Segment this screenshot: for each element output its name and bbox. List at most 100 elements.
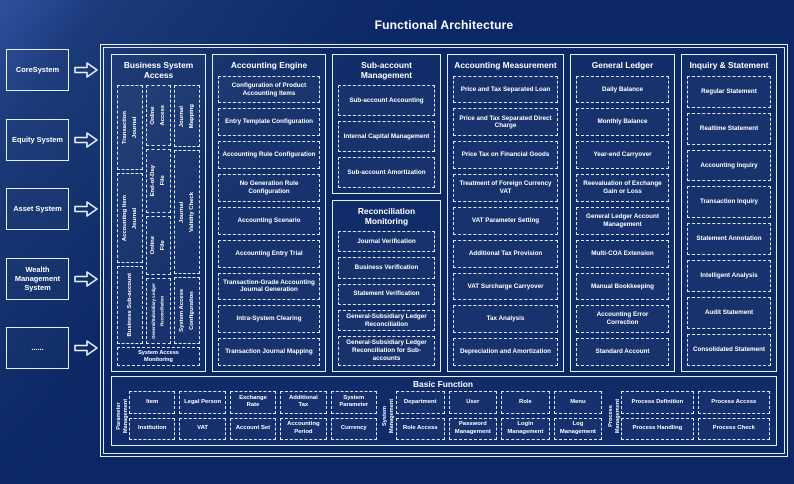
panel-title: Sub-account Management (360, 60, 413, 80)
feature-box: Price and Tax Separated Loan (453, 75, 558, 104)
feature-box: Configuration of Product Accounting Item… (218, 75, 320, 104)
feature-box: Online Access (145, 85, 172, 146)
right-arrow-icon (74, 201, 98, 217)
feature-label: End-of-Day File (150, 165, 167, 197)
feature-box: Depreciation and Amortization (453, 338, 558, 366)
feature-box: Business Sub-account (117, 266, 143, 344)
panel-basic-function: Basic Function Parameter Management Item… (111, 376, 777, 446)
feature-label: Accounting Item Journal (121, 195, 138, 242)
group-parameter-management: Parameter Management Item Legal Person E… (116, 391, 377, 440)
system-box-others: ...... (6, 327, 69, 369)
feature-box: Accounting Inquiry (687, 149, 771, 182)
feature-box: Regular Statement (687, 75, 771, 108)
panel-general-ledger: General Ledger Daily Balance Monthly Bal… (570, 54, 675, 372)
feature-box: Year-end Carryover (576, 141, 669, 170)
source-systems-rail: CoreSystem Equity System Asset System We… (6, 49, 100, 369)
feature-box: Sub-account Accounting (338, 85, 435, 117)
feature-box: Role (501, 391, 550, 414)
architecture-inner: Business System Access Transaction Journ… (105, 49, 783, 452)
group-label: Process Management (608, 391, 621, 440)
feature-box: Tax Analysis (453, 305, 558, 334)
source-system-row: Wealth Management System (6, 257, 100, 300)
feature-box: Consolidated Statement (687, 334, 771, 367)
feature-box: Entry Template Configuration (218, 108, 320, 137)
panel-items: Price and Tax Separated Loan Price and T… (453, 75, 558, 366)
feature-box: Account Set (229, 417, 277, 440)
feature-box: Journal Verification (338, 231, 435, 253)
source-system-row: ...... (6, 327, 100, 369)
feature-box: Accounting Entry Trial (218, 239, 320, 268)
feature-box: Reevaluation of Exchange Gain or Loss (576, 174, 669, 202)
panel-items: Regular Statement Realtime Statement Acc… (687, 75, 771, 367)
panel-items: Configuration of Product Accounting Item… (218, 75, 320, 366)
feature-box: Online File (145, 216, 172, 276)
feature-box: Currency (330, 417, 377, 440)
feature-box: Daily Balance (576, 75, 669, 104)
group-grid: Department User Role Menu Role Access Pa… (395, 391, 603, 440)
feature-box: Accounting Error Correction (576, 305, 669, 334)
feature-box: Accounting Period (280, 417, 327, 440)
feature-box: Internal Capital Management (338, 121, 435, 153)
group-system-management: System Management Department User Role M… (382, 391, 603, 440)
feature-box: Additional Tax (280, 391, 327, 414)
feature-box: Role Access (395, 417, 445, 440)
feature-box: Statement Annotation (687, 223, 771, 256)
source-system-row: Asset System (6, 188, 100, 230)
feature-box: End-of-Day File (145, 148, 172, 214)
right-arrow-icon (74, 270, 98, 287)
feature-box: Log Management (553, 417, 603, 440)
feature-box: Intra-System Clearing (218, 305, 320, 334)
system-box-wealth-management: Wealth Management System (6, 257, 69, 300)
group-grid: Item Legal Person Exchange Rate Addition… (129, 391, 377, 440)
feature-box: Treatment of Foreign Currency VAT (453, 174, 558, 202)
feature-box: Item (129, 391, 176, 414)
feature-box: Intelligent Analysis (687, 260, 771, 293)
feature-box: Price and Tax Separated Direct Charge (453, 108, 558, 137)
feature-box: VAT Surcharge Carryover (453, 272, 558, 301)
feature-box: Transaction-Grade Accounting Journal Gen… (218, 272, 320, 301)
feature-box: Statement Verification (338, 283, 435, 305)
right-arrow-icon (74, 131, 98, 148)
feature-box: General/Subsidiary Ledger Reconciliation (145, 278, 172, 344)
feature-box: Transaction Journal (117, 85, 143, 171)
panel-title: Accounting Engine (230, 60, 308, 70)
feature-box: Standard Account (576, 338, 669, 366)
feature-box: Department (395, 391, 445, 414)
feature-box: Login Management (501, 417, 550, 440)
feature-box: Process Access (697, 391, 770, 414)
source-system-row: CoreSystem (6, 49, 100, 91)
feature-box: Multi-COA Extension (576, 239, 669, 268)
group-label-text: Parameter Management (115, 398, 129, 433)
panel-title: Basic Function (412, 379, 474, 389)
bsa-subcolumn-1: Transaction Journal Accounting Item Jour… (117, 85, 143, 344)
feature-box: General-Subsidiary Ledger Reconciliation… (338, 336, 435, 366)
feature-box: Journal Mapping (174, 85, 201, 147)
feature-label: Journal Mapping (179, 103, 196, 129)
middle-stack: Sub-account Management Sub-account Accou… (332, 54, 441, 372)
panel-title: Accounting Measurement (454, 60, 557, 70)
right-arrow-icon (74, 62, 98, 78)
right-arrow-icon (74, 340, 98, 356)
panel-inquiry-statement: Inquiry & Statement Regular Statement Re… (681, 54, 777, 372)
panel-accounting-engine: Accounting Engine Configuration of Produ… (212, 54, 326, 372)
panel-items: Sub-account Accounting Internal Capital … (338, 85, 435, 188)
feature-box: Monthly Balance (576, 108, 669, 137)
feature-box: Process Handling (621, 417, 694, 440)
feature-box: Password Management (448, 417, 498, 440)
bsa-grid: Transaction Journal Accounting Item Jour… (117, 85, 201, 344)
feature-box: Transaction Inquiry (687, 186, 771, 219)
feature-box: Journal Validity Check (174, 149, 201, 275)
group-process-management: Process Management Process Definition Pr… (608, 391, 770, 440)
system-box-coresystem: CoreSystem (6, 49, 69, 91)
panel-title: General Ledger (591, 60, 654, 70)
architecture-container: Business System Access Transaction Journ… (100, 44, 788, 457)
feature-box: Institution (129, 417, 176, 440)
panel-reconciliation-monitoring: Reconciliation Monitoring Journal Verifi… (332, 200, 441, 372)
feature-box: Audit Statement (687, 297, 771, 330)
feature-box: Manual Bookkeeping (576, 272, 669, 301)
feature-box: System Access Monitoring (117, 347, 200, 366)
panel-items: Daily Balance Monthly Balance Year-end C… (576, 75, 669, 366)
panel-items: Journal Verification Business Verificati… (338, 231, 435, 366)
feature-box: Process Check (697, 417, 770, 440)
